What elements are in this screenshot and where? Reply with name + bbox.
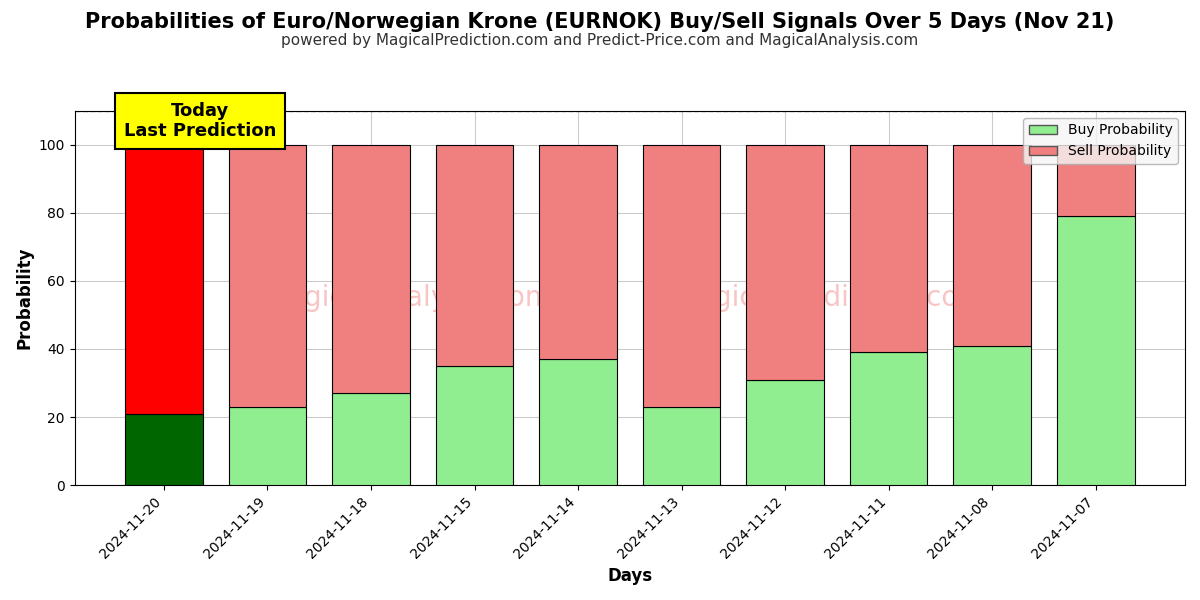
Bar [1057, 216, 1134, 485]
Y-axis label: Probability: Probability [16, 247, 34, 349]
Legend: Buy Probability, Sell Probability: Buy Probability, Sell Probability [1024, 118, 1178, 164]
Bar [643, 145, 720, 407]
Bar [953, 145, 1031, 346]
Bar [953, 346, 1031, 485]
Bar [746, 145, 824, 380]
Bar [746, 380, 824, 485]
Text: MagicalPrediction.com: MagicalPrediction.com [673, 284, 986, 312]
X-axis label: Days: Days [607, 567, 653, 585]
Bar [539, 145, 617, 359]
Bar [332, 145, 410, 393]
Bar [850, 352, 928, 485]
Bar [332, 393, 410, 485]
Bar [436, 366, 514, 485]
Bar [125, 145, 203, 413]
Bar [436, 145, 514, 366]
Bar [125, 413, 203, 485]
Text: MagicalAnalysis.com: MagicalAnalysis.com [263, 284, 552, 312]
Bar [850, 145, 928, 352]
Bar [643, 407, 720, 485]
Bar [229, 145, 306, 407]
Text: Today
Last Prediction: Today Last Prediction [124, 101, 276, 140]
Bar [229, 407, 306, 485]
Bar [539, 359, 617, 485]
Bar [1057, 145, 1134, 216]
Text: powered by MagicalPrediction.com and Predict-Price.com and MagicalAnalysis.com: powered by MagicalPrediction.com and Pre… [281, 33, 919, 48]
Text: Probabilities of Euro/Norwegian Krone (EURNOK) Buy/Sell Signals Over 5 Days (Nov: Probabilities of Euro/Norwegian Krone (E… [85, 12, 1115, 32]
